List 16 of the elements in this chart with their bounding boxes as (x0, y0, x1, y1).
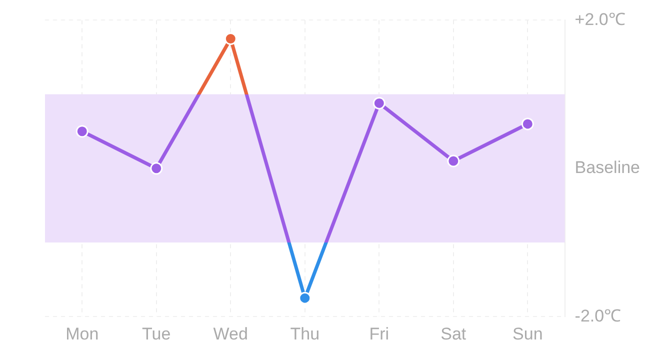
y-tick-label: Baseline (574, 158, 640, 178)
point (298, 292, 312, 304)
x-tick-label: Sat (440, 324, 466, 344)
x-tick-label: Wed (213, 324, 248, 344)
y-tick-label: +2.0℃ (574, 10, 626, 29)
point (76, 125, 88, 138)
point (447, 154, 460, 168)
x-tick-label: Sun (512, 324, 543, 344)
x-tick-label: Fri (369, 324, 390, 344)
point (521, 118, 534, 130)
x-tick-label: Tue (142, 324, 171, 344)
x-tick-label: Thu (290, 324, 320, 344)
y-tick-label: -2.0℃ (574, 306, 622, 326)
point (372, 96, 386, 110)
point (150, 162, 163, 175)
x-tick-label: Mon (66, 324, 99, 344)
